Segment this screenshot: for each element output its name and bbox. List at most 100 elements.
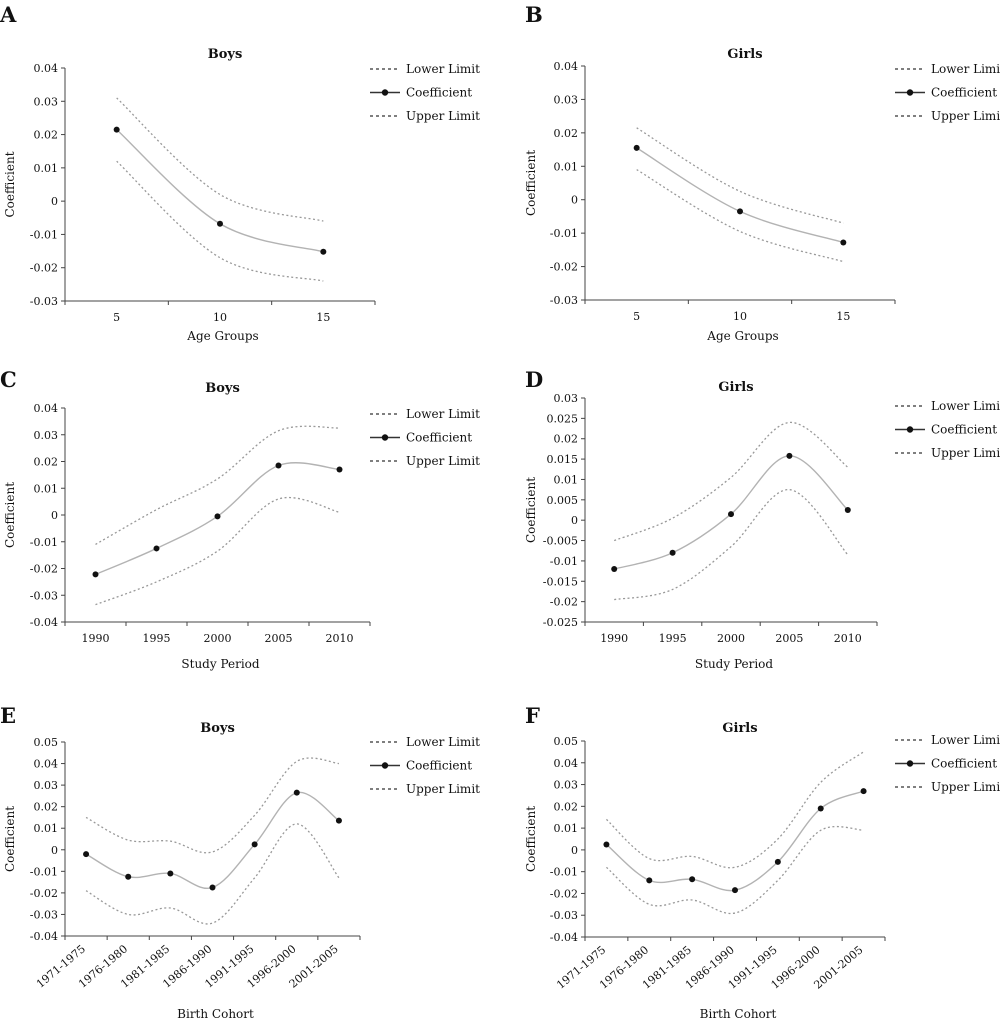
y-tick-label: 0.05 — [34, 736, 59, 749]
coefficient-point — [844, 507, 851, 513]
y-axis-label: Coefficient — [3, 151, 17, 217]
legend: Lower Limit Coefficient Upper Limit — [895, 62, 1000, 123]
y-tick-label: -0.01 — [30, 865, 58, 878]
coefficient-point — [669, 549, 676, 556]
y-tick-label: -0.01 — [550, 227, 578, 240]
y-tick-label: -0.01 — [30, 536, 58, 549]
y-tick-label: -0.04 — [550, 931, 578, 944]
y-tick-label: 0.03 — [34, 95, 59, 108]
coefficient-point — [209, 884, 216, 891]
y-tick-label: -0.02 — [30, 262, 58, 275]
y-tick-label: 0.02 — [554, 433, 579, 446]
legend-label: Upper Limit — [406, 454, 480, 468]
y-tick-label: -0.025 — [543, 616, 578, 629]
lower-series-line — [95, 496, 340, 606]
y-tick-label: 0.02 — [554, 127, 579, 140]
coefficient-point — [275, 462, 282, 469]
legend-label: Upper Limit — [931, 446, 1000, 460]
y-tick-label: 0.03 — [34, 779, 59, 792]
coefficient-point — [728, 511, 734, 518]
legend-label: Coefficient — [406, 759, 472, 773]
y-tick-label: -0.03 — [550, 909, 578, 922]
y-tick-label: 0 — [571, 844, 578, 857]
panel-letter: A — [0, 2, 17, 27]
legend-label: Coefficient — [406, 86, 472, 100]
y-tick-label: 0.02 — [34, 801, 59, 814]
chart-title: Girls — [722, 721, 757, 736]
lower-series-line — [606, 825, 864, 915]
x-tick-label: 1995 — [143, 632, 171, 645]
coefficient-point — [92, 571, 99, 578]
y-tick-label: 0.04 — [554, 757, 579, 770]
coefficient-point — [217, 220, 223, 227]
coefficient-point — [860, 788, 867, 795]
coefficient-point — [320, 248, 327, 255]
y-tick-label: -0.03 — [30, 908, 58, 921]
coefficient-point — [83, 851, 90, 858]
coef-series-line — [614, 455, 849, 570]
y-tick-label: 0.04 — [34, 402, 59, 415]
lower-series-line — [116, 160, 324, 282]
legend-label: Lower Limit — [406, 735, 480, 749]
legend: Lower Limit Coefficient Upper Limit — [370, 62, 480, 123]
y-tick-label: -0.02 — [550, 596, 578, 609]
chart-panel-f: F Girls 0.05 0.04 0.03 0.02 0.01 0 -0.01 -0.02 -0.… — [524, 703, 1000, 1021]
y-axis-label: Coefficient — [524, 806, 538, 872]
legend-marker — [381, 89, 389, 96]
y-tick-label: -0.005 — [543, 535, 578, 548]
y-tick-label: 0.04 — [34, 758, 59, 771]
y-tick-label: 0 — [51, 509, 58, 522]
y-tick-label: -0.03 — [30, 589, 58, 602]
panel-letter: D — [525, 367, 543, 392]
x-axis-label: Birth Cohort — [700, 1007, 777, 1021]
x-tick-label: 15 — [316, 311, 330, 324]
legend-label: Lower Limit — [931, 399, 1000, 413]
legend-label: Lower Limit — [406, 62, 480, 76]
y-tick-label: 0.01 — [34, 162, 59, 175]
x-axis-label: Age Groups — [706, 329, 778, 343]
chart-title: Boys — [200, 721, 235, 736]
coefficient-point — [774, 858, 781, 865]
coefficient-point — [293, 789, 300, 796]
y-tick-label: 0.01 — [34, 482, 59, 495]
x-tick-label: 15 — [836, 310, 850, 323]
x-axis-label: Study Period — [695, 657, 773, 671]
y-tick-label: 0.01 — [554, 473, 579, 486]
y-axis-label: Coefficient — [3, 806, 17, 872]
y-tick-label: -0.04 — [30, 930, 58, 943]
coefficient-point — [167, 870, 174, 877]
legend-label: Coefficient — [406, 431, 472, 445]
coefficient-point — [840, 239, 847, 246]
legend-label: Coefficient — [931, 86, 997, 100]
legend-label: Coefficient — [931, 757, 997, 771]
legend: Lower Limit Coefficient Upper Limit — [895, 399, 1000, 460]
coefficient-point — [737, 208, 743, 215]
y-axis-label: Coefficient — [524, 477, 538, 543]
chart-panel-c: C Boys 0.04 0.03 0.02 0.01 0 -0.01 -0.02 -0.03 -0.… — [0, 367, 480, 671]
y-tick-label: 0.01 — [554, 160, 579, 173]
x-tick-label: 10 — [213, 311, 227, 324]
y-tick-label: 0.03 — [554, 779, 579, 792]
legend-marker — [906, 760, 914, 767]
coefficient-point — [732, 887, 738, 894]
coefficient-point — [214, 513, 221, 520]
panel-letter: C — [0, 367, 17, 392]
y-tick-label: 0.03 — [554, 392, 579, 405]
upper-series-line — [613, 421, 849, 542]
coefficient-point — [603, 841, 610, 848]
chart-panel-e: E Boys 0.05 0.04 0.03 0.02 0.01 0 -0.01 -0.02 -0.0… — [0, 703, 480, 1021]
x-tick-label: 5 — [633, 310, 640, 323]
upper-series-line — [95, 425, 340, 545]
legend-label: Upper Limit — [931, 780, 1000, 794]
y-tick-label: -0.01 — [550, 866, 578, 879]
x-tick-label: 1990 — [600, 632, 628, 645]
coefficient-point — [611, 566, 618, 573]
x-axis-label: Birth Cohort — [177, 1007, 254, 1021]
lower-series-line — [85, 823, 340, 925]
x-tick-label: 2010 — [326, 632, 354, 645]
upper-series-line — [605, 751, 864, 869]
y-tick-label: 0.02 — [554, 800, 579, 813]
y-tick-label: -0.015 — [543, 575, 578, 588]
coefficient-point — [251, 841, 258, 848]
chart-panel-b: B Girls 0.04 0.03 0.02 0.01 0 -0.01 -0.02 -0.03 5 1… — [524, 2, 1000, 343]
